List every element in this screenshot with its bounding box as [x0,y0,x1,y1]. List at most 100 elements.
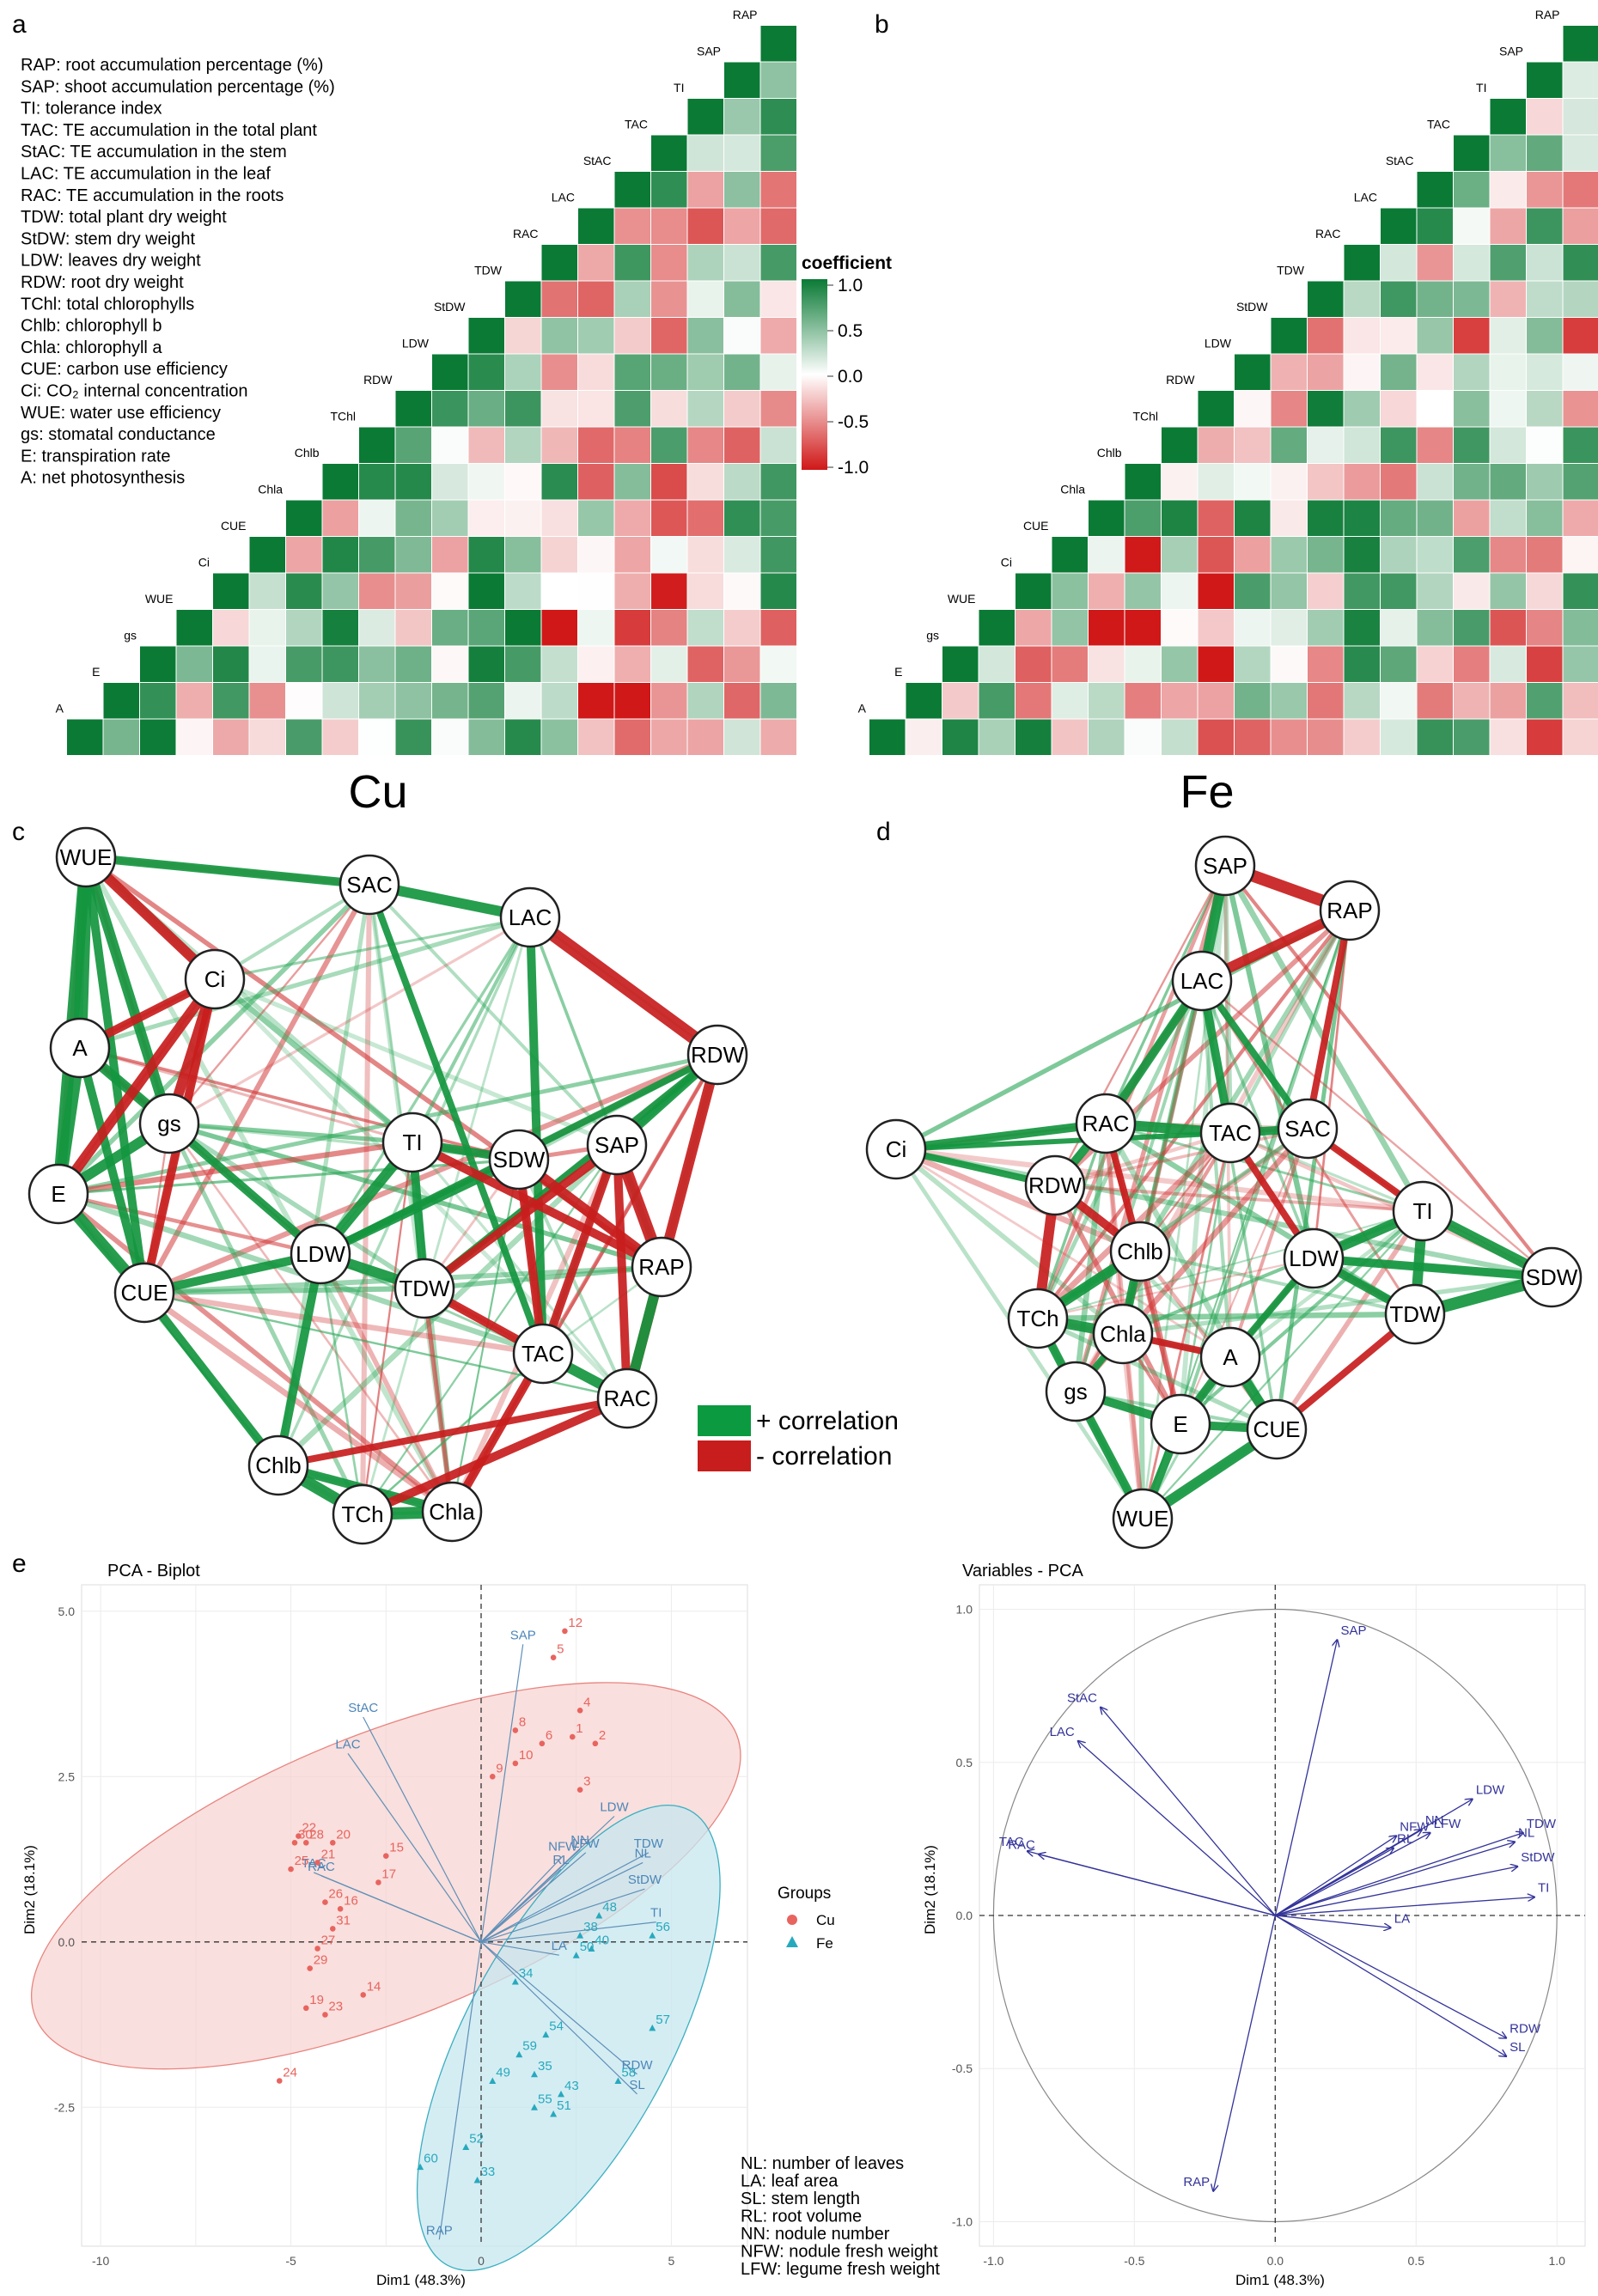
heatmap-cell [614,427,650,463]
biplot-loading-label: RAP [426,2223,453,2238]
network-node [1092,1303,1154,1365]
heatmap-cell [724,135,760,171]
heatmap-cell [687,537,723,573]
fe-point-label: 43 [564,2079,579,2093]
pca-variables-xtick: -1.0 [983,2254,1003,2268]
heatmap-cell [468,318,504,354]
heatmap-cell [176,719,212,755]
heatmap-cell [1417,500,1453,536]
heatmap-cell [687,427,723,463]
heatmap-cell [468,683,504,719]
heatmap-cell [1454,646,1490,682]
heatmap-cell [505,464,541,500]
heatmap-var-label: RAP [1535,8,1560,21]
heatmap-cell [1089,719,1125,755]
heatmap-cell [541,573,577,609]
pca-biplot-ytick: 2.5 [58,1769,76,1783]
heatmap-var-label: Chla [1060,483,1085,496]
abbreviation-item: Ci: CO₂ internal concentration [21,382,248,401]
edge-positive [411,917,532,1143]
heatmap-cell [505,537,541,573]
heatmap-var-label: WUE [145,592,174,606]
variable-loading-arrow [1275,1867,1517,1916]
abbreviation-item: StAC: TE accumulation in the stem [21,143,287,161]
network-node-label: SAC [1284,1116,1330,1142]
fe-point [576,1932,584,1939]
edge-positive [214,916,531,981]
heatmap-cell [213,573,249,609]
heatmap-cell [614,646,650,682]
cu-point-label: 3 [583,1775,590,1789]
heatmap-cell [724,62,760,98]
heatmap-cell [395,537,431,573]
heatmap-cell [1271,391,1307,427]
abbreviation-item: TI: tolerance index [21,100,162,119]
heatmap-cell [1563,719,1598,755]
variable-loading-label: RDW [1510,2022,1541,2037]
heatmap-cell [249,719,285,755]
heatmap-var-label: LDW [402,337,430,350]
edge-negative [1274,1209,1425,1431]
cu-point-label: 6 [546,1728,552,1743]
network-fe: SAP RAP LAC Ci RAC TAC SAC RDW TI Chlb LDW SDW TCh Ch… [865,835,1583,1550]
heatmap-cell [1381,573,1417,609]
heatmap-cell [760,135,796,171]
heatmap-cell [505,427,541,463]
heatmap-cell [1125,537,1161,573]
heatmap-cell [1563,464,1598,500]
network-node-label: TI [402,1130,422,1155]
heatmap-cell [906,683,942,719]
variable-loading-label: LA [1394,1911,1410,1926]
heatmap-cell [1490,172,1526,208]
edge-positive [368,883,619,1147]
heatmap-cell [1089,646,1125,682]
network-node-label: SAC [346,872,392,898]
edge-negative [1054,1184,1424,1213]
biplot-loading-label: LDW [600,1800,629,1815]
network-node-label: WUE [1117,1506,1169,1532]
heatmap-var-label: TI [674,81,684,94]
network-node-label: Chla [429,1499,475,1525]
biplot-loading-arrow [480,1941,637,2095]
heatmap-cell [1235,610,1271,646]
heatmap-cell [1344,646,1380,682]
heatmap-var-label: E [92,665,100,679]
heatmap-cell [1527,318,1563,354]
heatmap-cell [614,391,650,427]
heatmap-cell [1381,610,1417,646]
network-node-label: TI [1412,1198,1432,1224]
heatmap-cell [103,683,139,719]
heatmap-cell [505,281,541,317]
fe-point-label: 34 [519,1966,534,1981]
network-node-label: CUE [121,1280,168,1306]
heatmap-cell [1198,464,1234,500]
heatmap-cell [1454,427,1490,463]
heatmap-cell [1052,573,1088,609]
heatmap-cell [468,610,504,646]
heatmap-cell [1344,318,1380,354]
edge-positive [1037,1311,1416,1322]
heatmap-cell [1454,683,1490,719]
heatmap-cell [724,354,760,390]
biplot-loading-arrow [480,1644,524,1942]
heatmap-cell [687,99,723,135]
abbreviation-item: gs: stomatal conductance [21,425,216,444]
network-node-label: Chlb [1117,1239,1162,1264]
heatmap-cell [1162,500,1198,536]
fe-point-label: 49 [496,2066,510,2080]
edge-positive [1138,909,1352,1253]
variable-loading-label: TI [1538,1881,1549,1896]
fe-point-label: 35 [538,2059,552,2074]
network-node-label: RDW [691,1042,745,1068]
edge-positive [1036,1316,1278,1432]
heatmap-cell [760,646,796,682]
heatmap-cell [432,427,468,463]
edge-positive [1179,1132,1232,1425]
fe-point-label: 38 [583,1920,598,1934]
fe-point-label: 51 [557,2098,571,2113]
heatmap-cell [432,391,468,427]
fe-point [595,1912,603,1919]
heatmap-cell [541,610,577,646]
heatmap-cell [286,573,322,609]
